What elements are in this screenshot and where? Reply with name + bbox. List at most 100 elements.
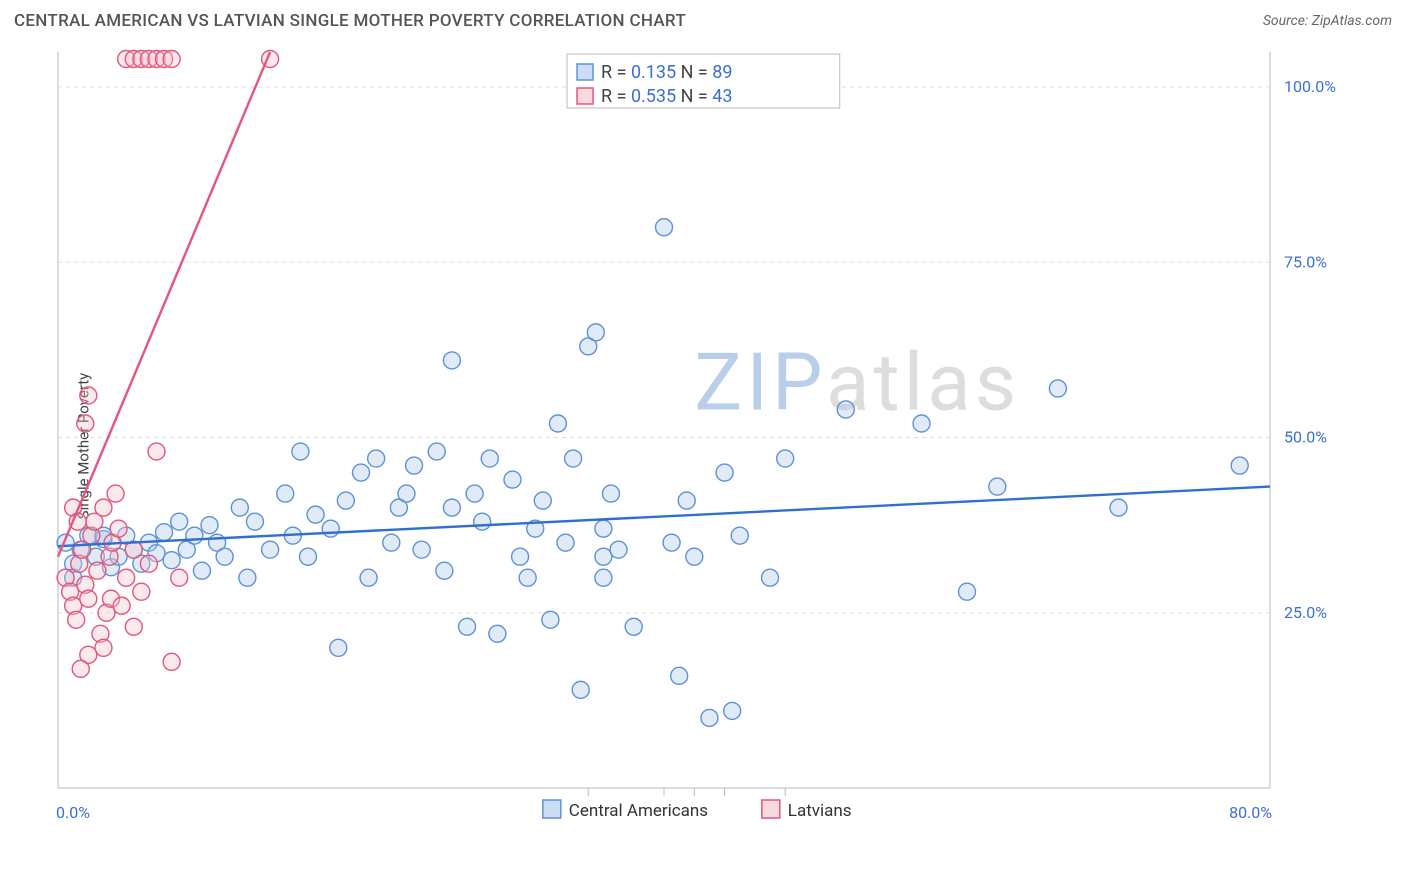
scatter-point <box>201 517 218 534</box>
scatter-point <box>360 569 377 586</box>
scatter-point <box>610 541 627 558</box>
scatter-point <box>118 569 135 586</box>
scatter-point <box>519 569 536 586</box>
scatter-point <box>148 443 165 460</box>
scatter-point <box>595 520 612 537</box>
scatter-point <box>163 552 180 569</box>
scatter-point <box>72 660 89 677</box>
scatter-point <box>489 625 506 642</box>
scatter-point <box>1110 499 1127 516</box>
scatter-point <box>80 387 97 404</box>
scatter-point <box>762 569 779 586</box>
scatter-point <box>656 219 673 236</box>
scatter-point <box>466 485 483 502</box>
scatter-point <box>587 324 604 341</box>
scatter-point <box>413 541 430 558</box>
scatter-point <box>565 450 582 467</box>
source-label: Source: ZipAtlas.com <box>1263 13 1392 29</box>
scatter-point <box>193 562 210 579</box>
scatter-point <box>77 415 94 432</box>
scatter-point <box>557 534 574 551</box>
watermark: ZIPatlas <box>694 335 1020 429</box>
y-tick-label: 75.0% <box>1284 252 1327 271</box>
scatter-point <box>95 499 112 516</box>
scatter-point <box>80 590 97 607</box>
stats-swatch <box>577 88 593 104</box>
scatter-point <box>1049 380 1066 397</box>
scatter-point <box>299 548 316 565</box>
legend-label: Latvians <box>788 801 852 821</box>
scatter-point <box>504 471 521 488</box>
scatter-point <box>398 485 415 502</box>
scatter-point <box>1231 457 1248 474</box>
scatter-point <box>156 524 173 541</box>
trend-line <box>58 52 270 557</box>
legend-swatch <box>762 800 780 818</box>
scatter-point <box>663 534 680 551</box>
scatter-point <box>383 534 400 551</box>
scatter-point <box>107 485 124 502</box>
scatter-point <box>277 485 294 502</box>
scatter-point <box>549 415 566 432</box>
scatter-point <box>701 709 718 726</box>
scatter-point <box>913 415 930 432</box>
scatter-point <box>246 513 263 530</box>
scatter-point <box>595 548 612 565</box>
scatter-point <box>322 520 339 537</box>
scatter-point <box>368 450 385 467</box>
scatter-point <box>330 639 347 656</box>
scatter-point <box>512 548 529 565</box>
scatter-point <box>171 569 188 586</box>
scatter-point <box>307 506 324 523</box>
scatter-point <box>671 667 688 684</box>
legend-label: Central Americans <box>569 801 708 821</box>
scatter-point <box>595 569 612 586</box>
y-tick-label: 100.0% <box>1284 77 1336 96</box>
scatter-point <box>406 457 423 474</box>
source-link[interactable]: ZipAtlas.com <box>1312 13 1392 29</box>
scatter-point <box>837 401 854 418</box>
scatter-point <box>459 618 476 635</box>
scatter-point <box>110 520 127 537</box>
scatter-point <box>602 485 619 502</box>
scatter-point <box>572 681 589 698</box>
scatter-point <box>292 443 309 460</box>
scatter-point <box>353 464 370 481</box>
scatter-point <box>163 653 180 670</box>
stats-swatch <box>577 64 593 80</box>
stats-row: R = 0.535 N = 43 <box>601 86 732 107</box>
scatter-point <box>777 450 794 467</box>
y-tick-label: 50.0% <box>1284 428 1327 447</box>
scatter-point <box>989 478 1006 495</box>
scatter-point <box>113 597 130 614</box>
x-tick-label: 80.0% <box>1229 803 1272 822</box>
scatter-point <box>239 569 256 586</box>
scatter-point <box>474 513 491 530</box>
scatter-point <box>133 583 150 600</box>
scatter-point <box>428 443 445 460</box>
scatter-chart: 25.0%50.0%75.0%100.0%0.0%80.0%ZIPatlasR … <box>50 46 1350 836</box>
scatter-point <box>125 618 142 635</box>
scatter-point <box>959 583 976 600</box>
scatter-point <box>171 513 188 530</box>
scatter-point <box>231 499 248 516</box>
scatter-point <box>481 450 498 467</box>
scatter-point <box>686 548 703 565</box>
chart-title: CENTRAL AMERICAN VS LATVIAN SINGLE MOTHE… <box>14 11 686 31</box>
scatter-point <box>216 548 233 565</box>
scatter-point <box>68 611 85 628</box>
scatter-point <box>337 492 354 509</box>
header-bar: CENTRAL AMERICAN VS LATVIAN SINGLE MOTHE… <box>0 0 1406 42</box>
scatter-point <box>443 499 460 516</box>
scatter-point <box>724 702 741 719</box>
scatter-point <box>443 352 460 369</box>
x-tick-label: 0.0% <box>56 803 90 822</box>
scatter-point <box>89 562 106 579</box>
stats-row: R = 0.135 N = 89 <box>601 62 732 83</box>
scatter-point <box>534 492 551 509</box>
scatter-point <box>436 562 453 579</box>
scatter-point <box>678 492 695 509</box>
scatter-point <box>542 611 559 628</box>
scatter-point <box>95 639 112 656</box>
scatter-point <box>186 527 203 544</box>
